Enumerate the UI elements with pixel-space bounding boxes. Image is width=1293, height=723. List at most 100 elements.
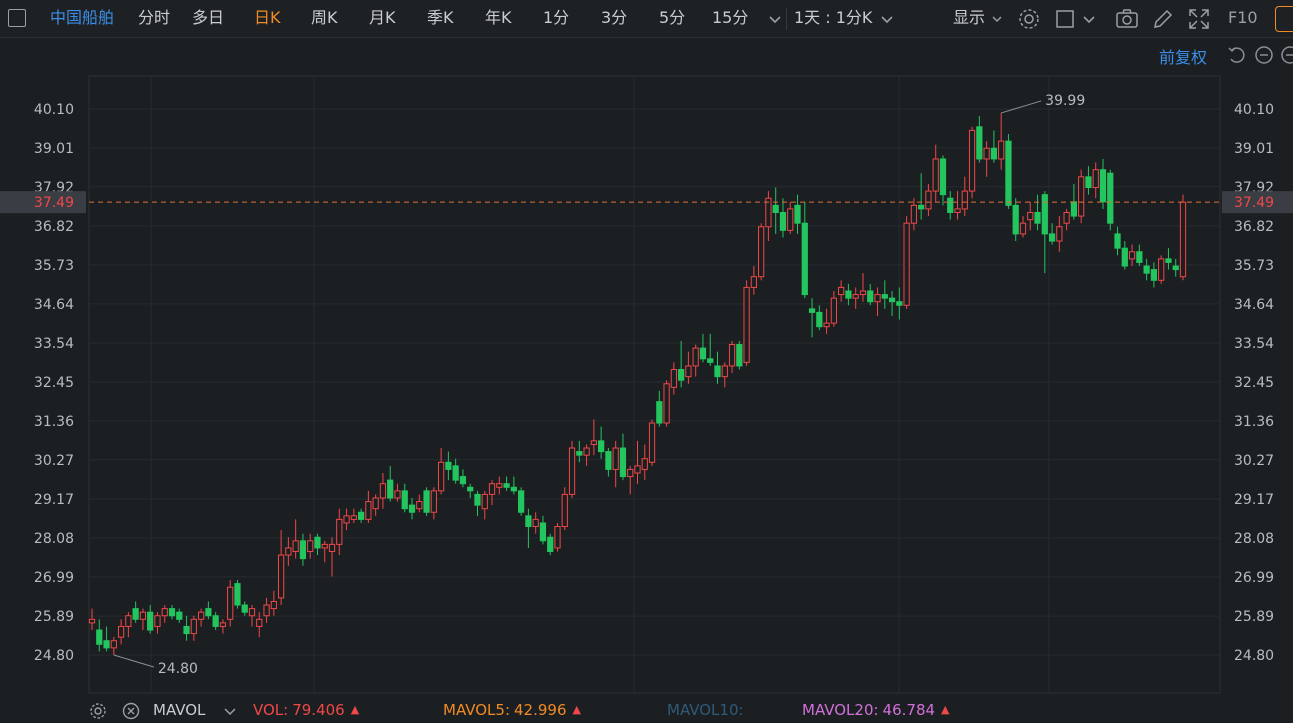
candle-body	[714, 365, 721, 378]
chevron-down-icon[interactable]	[984, 6, 1010, 32]
candle-body	[750, 276, 757, 288]
candle	[416, 494, 423, 513]
divider	[786, 8, 787, 30]
candle-body	[605, 451, 612, 470]
candle-body	[248, 608, 256, 617]
candle-body	[881, 294, 888, 299]
candle-body	[488, 483, 496, 495]
plot-border	[88, 75, 1221, 694]
mavol10-label: MAVOL10:	[667, 701, 744, 719]
candle	[852, 287, 859, 309]
candle-body	[554, 526, 561, 549]
candle	[685, 351, 692, 384]
tab-intraday[interactable]: 分时	[138, 8, 171, 27]
candle	[838, 280, 845, 302]
candle	[539, 515, 547, 545]
chevron-down-icon[interactable]	[874, 6, 900, 32]
candle-body	[983, 147, 990, 160]
candle	[205, 601, 212, 620]
zoom-out-icon[interactable]	[1254, 45, 1274, 65]
candle	[1107, 169, 1114, 231]
candle-body	[525, 515, 532, 528]
y-tick-label-right: 26.99	[1234, 570, 1274, 586]
candle-body	[568, 447, 576, 495]
candle	[627, 465, 634, 495]
fullscreen-icon[interactable]	[1186, 6, 1212, 32]
tab-3min[interactable]: 3分	[601, 8, 628, 27]
candle	[350, 508, 357, 523]
gear-icon[interactable]	[89, 702, 107, 720]
y-tick-label-right: 35.73	[1234, 258, 1274, 274]
sidebar-toggle-icon[interactable]	[8, 9, 26, 27]
candle	[328, 537, 336, 577]
candle-body	[372, 497, 379, 510]
tab-weekly-k[interactable]: 周K	[311, 8, 338, 27]
candle	[532, 512, 539, 534]
kline-chart-svg[interactable]: 40.1039.0137.9236.8235.7334.6433.5432.45…	[0, 38, 1293, 698]
period-combo[interactable]: 1天 : 1分K	[794, 8, 873, 27]
candle-body	[132, 608, 139, 620]
chevron-down-icon[interactable]	[222, 703, 238, 719]
close-icon[interactable]	[122, 702, 140, 720]
candle-body	[423, 490, 430, 513]
candle-body	[765, 197, 772, 228]
camera-icon[interactable]	[1114, 6, 1140, 32]
candle	[88, 608, 96, 631]
tab-5min[interactable]: 5分	[659, 8, 686, 27]
f10-button[interactable]: F10	[1228, 8, 1258, 27]
candle-body	[263, 604, 270, 617]
candle-body	[823, 322, 830, 328]
kline-chart[interactable]: 40.10 39.01 37.92 36.82 35.73 34.64 33.54 32.45…	[0, 38, 1293, 698]
tab-15min[interactable]: 15分	[712, 8, 749, 27]
tab-quarterly-k[interactable]: 季K	[427, 8, 454, 27]
tab-multi-day[interactable]: 多日	[192, 8, 225, 27]
y-tick-label-right: 33.54	[1234, 336, 1274, 352]
pencil-icon[interactable]	[1150, 6, 1176, 32]
undo-icon[interactable]	[1226, 45, 1246, 65]
candle-body	[197, 611, 205, 620]
candle-body	[387, 479, 394, 499]
candle-body	[1150, 269, 1158, 281]
candle	[219, 619, 227, 634]
y-tick-label-left: 35.73	[34, 258, 74, 274]
gear-icon[interactable]	[1016, 6, 1042, 32]
candle	[474, 490, 481, 516]
candle	[976, 116, 983, 163]
candle-body	[932, 158, 939, 192]
candle	[292, 519, 299, 559]
chevron-down-icon[interactable]	[762, 6, 788, 32]
price-adjust-toggle[interactable]: 前复权	[1158, 48, 1207, 67]
candle	[1172, 258, 1179, 277]
tab-yearly-k[interactable]: 年K	[485, 8, 512, 27]
candle	[1099, 158, 1107, 209]
y-tick-label-right: 32.45	[1234, 375, 1274, 391]
candle	[1179, 194, 1187, 281]
candle	[888, 291, 896, 316]
candle-body	[939, 158, 947, 196]
candle	[510, 476, 517, 495]
tab-1min[interactable]: 1分	[543, 8, 570, 27]
candle	[808, 298, 816, 338]
side-panel-tab[interactable]	[1275, 6, 1293, 32]
candle-body	[1056, 226, 1063, 242]
stock-name[interactable]: 中国船舶	[50, 8, 115, 27]
candle-body	[903, 222, 910, 306]
candle	[365, 490, 372, 523]
candle-body	[816, 311, 823, 328]
candle	[772, 187, 779, 234]
chevron-down-icon[interactable]	[1076, 6, 1102, 32]
y-tick-label-left: 25.89	[34, 609, 74, 625]
tab-daily-k[interactable]: 日K	[254, 8, 281, 27]
mavol-selector[interactable]: MAVOL	[153, 701, 206, 719]
square-icon[interactable]	[1053, 6, 1079, 32]
candle-body	[256, 618, 263, 627]
vol-indicator: VOL: 79.406 ▲	[253, 701, 359, 719]
candle	[408, 497, 416, 520]
candle	[648, 419, 656, 466]
up-arrow-icon: ▲	[572, 703, 581, 716]
candle-body	[277, 554, 285, 599]
display-menu[interactable]: 显示	[953, 8, 986, 27]
tab-monthly-k[interactable]: 月K	[369, 8, 396, 27]
indicator-bar: MAVOL VOL: 79.406 ▲ MAVOL5: 42.996 ▲ MAVOL10…	[0, 698, 1293, 723]
candle	[387, 465, 394, 502]
